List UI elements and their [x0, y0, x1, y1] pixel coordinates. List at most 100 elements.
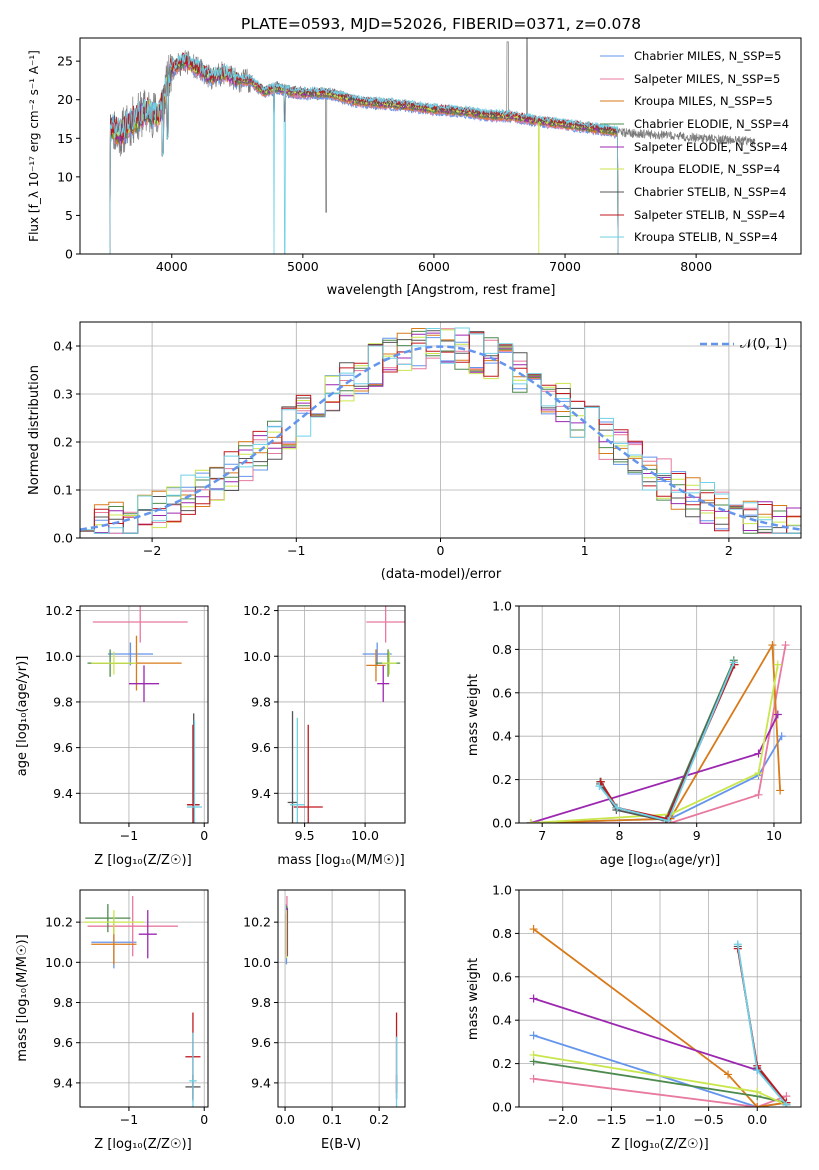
series-line: [533, 997, 758, 1071]
data-point: [138, 910, 157, 959]
hist-ylabel: Normed distribution: [27, 365, 42, 495]
data-point: [366, 649, 386, 682]
x-tick-label: −1.5: [596, 1112, 626, 1127]
x-tick-label: 6000: [418, 259, 450, 274]
legend-label: Salpeter ELODIE, N_SSP=4: [634, 140, 788, 154]
panel-age-vs-Z: −1 0 9.4 9.6 9.8 10.0 10.2 Z [log₁₀(Z/Z☉)] age…: [15, 603, 209, 868]
x-tick-label: 8000: [680, 259, 712, 274]
massZ-ylabel: mass [log₁₀(M/M☉)]: [15, 934, 30, 1061]
panel-spectrum: 4000 5000 6000 7000 8000 0 5 10 15 20 25 Chabrier …: [27, 37, 802, 298]
x-tick-label: 5000: [287, 259, 319, 274]
data-point: [128, 665, 160, 702]
y-tick-label: 9.8: [251, 995, 271, 1010]
data-point: [87, 896, 178, 957]
y-tick-label: 10.0: [243, 955, 271, 970]
y-tick-label: 0.4: [53, 339, 73, 354]
legend-label: Kroupa MILES, N_SSP=5: [634, 94, 773, 108]
y-tick-label: 10.0: [45, 649, 73, 664]
series-marker: [529, 1074, 538, 1083]
axes-frame: [518, 605, 802, 824]
data-point: [366, 606, 405, 643]
series-marker: [526, 819, 535, 823]
y-tick-label: 0.2: [53, 435, 73, 450]
plot-area: [80, 327, 801, 534]
legend-label: 𝒩(0, 1): [740, 337, 787, 352]
panel-mass-vs-EBV: 0.0 0.1 0.2 9.4 9.6 9.8 10.0 10.2 E(B-V): [243, 889, 406, 1152]
y-tick-label: 0.8: [492, 642, 512, 657]
x-tick-label: 4000: [156, 259, 188, 274]
x-tick-label: 0.0: [747, 1112, 767, 1127]
y-tick-label: 9.8: [53, 694, 73, 709]
x-tick-label: −1: [287, 543, 305, 558]
y-tick-label: 0: [65, 247, 73, 262]
axes-frame: [277, 605, 406, 824]
y-tick-label: 9.8: [53, 995, 73, 1010]
legend-entry: Chabrier STELIB, N_SSP=4: [600, 185, 786, 199]
x-tick-label: 2: [725, 543, 733, 558]
grid: [80, 606, 208, 823]
series-marker: [529, 994, 538, 1003]
x-tick-label: −0.5: [693, 1112, 723, 1127]
legend-entry: Chabrier ELODIE, N_SSP=4: [600, 117, 789, 131]
legend-entry: Salpeter STELIB, N_SSP=4: [600, 208, 785, 222]
series-marker: [782, 1100, 791, 1107]
x-tick-label: −1: [120, 828, 138, 843]
y-tick-label: 0.2: [492, 772, 512, 787]
series-marker: [729, 658, 738, 667]
series-marker: [754, 769, 763, 778]
plot-area: [108, 38, 756, 254]
y-tick-label: 9.6: [53, 1035, 73, 1050]
data-point: [107, 642, 154, 666]
x-tick-label: 9.5: [295, 828, 315, 843]
plot-area: [87, 606, 202, 823]
legend-label: Chabrier ELODIE, N_SSP=4: [634, 117, 789, 131]
data-point: [91, 651, 137, 675]
y-tick-label: 10.2: [45, 915, 73, 930]
data-point: [287, 711, 298, 823]
y-tick-label: 10.0: [243, 649, 271, 664]
y-tick-label: 0.3: [53, 387, 73, 402]
legend-label: Kroupa ELODIE, N_SSP=4: [634, 162, 780, 176]
data-point: [382, 651, 397, 675]
y-tick-label: 9.6: [53, 740, 73, 755]
y-tick-label: 15: [57, 131, 73, 146]
y-tick-label: 0.2: [492, 1056, 512, 1071]
data-point: [83, 910, 144, 935]
axes-frame: [79, 889, 209, 1108]
series-marker: [724, 1070, 733, 1079]
x-tick-label: 0.1: [322, 1112, 342, 1127]
y-tick-label: 0.0: [492, 1100, 512, 1115]
y-tick-label: 10.2: [243, 915, 271, 930]
series-marker: [596, 777, 605, 786]
x-tick-label: 8: [615, 828, 623, 843]
y-tick-label: 0.4: [492, 1013, 512, 1028]
data-point: [362, 642, 392, 666]
y-tick-label: 1.0: [492, 599, 512, 614]
series-marker: [664, 816, 673, 823]
legend-entry: Salpeter MILES, N_SSP=5: [600, 72, 780, 86]
hist-xlabel: (data-model)/error: [381, 567, 502, 582]
panel-mass-weight-vs-age: 7 8 9 10 0.0 0.2 0.4 0.6 0.8 1.0 age [log₁₀(age/y…: [466, 599, 802, 868]
massZ-xlabel: Z [log₁₀(Z/Z☉)]: [94, 1137, 191, 1152]
x-tick-label: 7: [538, 828, 546, 843]
legend-entry: Kroupa STELIB, N_SSP=4: [600, 230, 778, 244]
panel-mass-weight-vs-Z: −2.0 −1.5 −1.0 −0.5 0.0 0.0 0.2 0.4 0.6 0.8 1.0 Z …: [466, 883, 802, 1152]
y-tick-label: 0.0: [53, 531, 73, 546]
y-tick-label: 0.1: [53, 483, 73, 498]
panel-age-vs-mass: 9.5 10.0 9.4 9.6 9.8 10.0 10.2 mass [log₁₀(M/M…: [243, 603, 406, 868]
normal-curve: [80, 345, 801, 531]
x-tick-label: −1: [120, 1112, 138, 1127]
y-tick-label: 9.4: [251, 1075, 271, 1090]
y-tick-label: 9.4: [53, 786, 73, 801]
mwAge-ylabel: mass weight: [466, 674, 481, 756]
x-tick-label: 0: [200, 828, 208, 843]
plot-area: [83, 896, 201, 1107]
series-marker: [753, 1087, 762, 1096]
series-marker: [529, 1031, 538, 1040]
series-line: [533, 928, 787, 1107]
panel-mass-vs-Z: −1 0 9.4 9.6 9.8 10.0 10.2 Z [log₁₀(Z/Z☉)] mas…: [15, 889, 209, 1152]
massE-xlabel: E(B-V): [321, 1137, 361, 1152]
y-tick-label: 10: [57, 169, 73, 184]
y-tick-label: 10.2: [45, 603, 73, 618]
mwZ-xlabel: Z [log₁₀(Z/Z☉)]: [611, 1137, 708, 1152]
